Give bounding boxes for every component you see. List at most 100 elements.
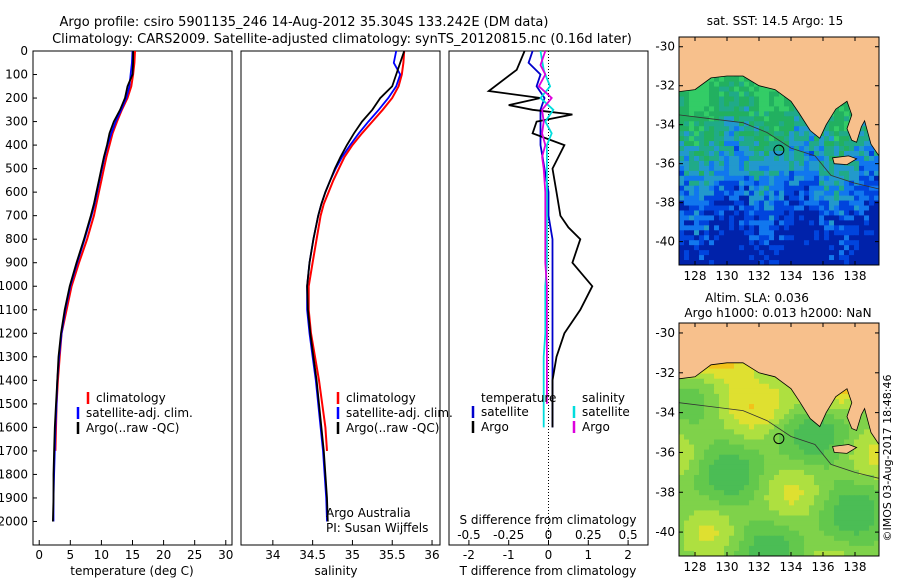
map-cell — [849, 545, 855, 552]
map-cell — [744, 510, 750, 517]
map-cell — [679, 434, 685, 441]
map-cell — [869, 255, 875, 261]
map-cell — [819, 434, 825, 441]
map-cell — [704, 525, 710, 532]
map-cell — [869, 190, 875, 197]
map-cell — [729, 505, 735, 512]
map-cell — [709, 160, 715, 167]
map-cell — [834, 175, 840, 182]
map-cell — [804, 245, 810, 251]
map-cell — [679, 230, 685, 236]
map-cell — [799, 469, 805, 476]
map-cell — [724, 250, 730, 256]
map-cell — [699, 141, 705, 147]
map-cell — [784, 180, 790, 187]
map-cell — [744, 160, 750, 167]
map-cell — [789, 535, 795, 542]
map-cell — [804, 434, 810, 441]
map-cell — [814, 454, 820, 461]
map-cell — [869, 225, 875, 231]
map-cell — [809, 260, 815, 265]
map-cell — [719, 368, 725, 375]
map-cell — [799, 190, 805, 197]
map-cell — [854, 240, 860, 246]
map-cell — [744, 368, 750, 375]
map-cell — [754, 96, 760, 103]
map-cell — [869, 495, 875, 501]
map-cell — [714, 424, 720, 430]
map-cell — [699, 215, 705, 221]
map-cell — [809, 190, 815, 197]
map-cell — [684, 180, 690, 187]
map-cell — [854, 185, 860, 192]
map-cell — [789, 409, 795, 415]
map-cell — [699, 225, 705, 231]
map-cell — [779, 490, 785, 496]
map-cell — [849, 535, 855, 542]
map-cell — [839, 250, 845, 256]
map-cell — [799, 215, 805, 221]
map-cell — [754, 250, 760, 256]
map-cell — [734, 495, 740, 501]
map-cell — [804, 444, 810, 451]
map-cell — [749, 383, 755, 390]
map-cell — [829, 439, 835, 446]
map-cell — [679, 474, 685, 481]
map-cell — [739, 535, 745, 542]
map-cell — [749, 535, 755, 542]
map-cell — [794, 550, 800, 556]
map-cell — [769, 121, 775, 127]
map-cell — [774, 454, 780, 461]
map-cell — [744, 185, 750, 192]
map-cell — [814, 545, 820, 552]
map-cell — [874, 495, 879, 501]
temperature-series-2 — [52, 51, 135, 522]
map-cell — [824, 210, 830, 217]
shelf-contour — [679, 114, 879, 190]
map-cell — [799, 414, 805, 420]
map-cell — [754, 240, 760, 246]
map-cell — [744, 235, 750, 241]
map-cell — [834, 230, 840, 236]
map-cell — [769, 515, 775, 522]
map-cell — [709, 190, 715, 197]
map-cell — [804, 250, 810, 256]
map-cell — [834, 409, 840, 415]
map-cell — [809, 160, 815, 167]
map-cell — [709, 96, 715, 103]
map-cell — [809, 540, 815, 547]
map-cell — [714, 515, 720, 522]
map-cell — [739, 205, 745, 212]
map-cell — [774, 439, 780, 446]
map-cell — [789, 459, 795, 466]
map-cell — [789, 141, 795, 147]
map-cell — [734, 131, 740, 137]
map-cell — [764, 530, 770, 537]
map-cell — [739, 160, 745, 167]
map-cell — [829, 424, 835, 430]
map-cell — [834, 235, 840, 241]
map-cell — [759, 424, 765, 430]
map-cell — [774, 505, 780, 512]
map-cell — [739, 170, 745, 177]
map-cell — [759, 225, 765, 231]
map-cell — [799, 155, 805, 162]
map-cell — [759, 101, 765, 107]
map-cell — [714, 250, 720, 256]
map-cell — [734, 126, 740, 132]
map-cell — [729, 260, 735, 265]
map-cell — [739, 250, 745, 256]
map-cell — [859, 200, 865, 207]
map-cell — [679, 500, 685, 506]
map-cell — [699, 170, 705, 177]
map-cell — [829, 495, 835, 501]
map-cell — [744, 220, 750, 226]
map-cell — [694, 160, 700, 167]
map-cell — [739, 393, 745, 400]
map-cell — [754, 444, 760, 451]
legend-header-salinity: salinity — [582, 391, 625, 405]
map-cell — [774, 205, 780, 212]
map-cell — [734, 383, 740, 390]
map-cell — [729, 378, 735, 385]
map-cell — [719, 146, 725, 152]
